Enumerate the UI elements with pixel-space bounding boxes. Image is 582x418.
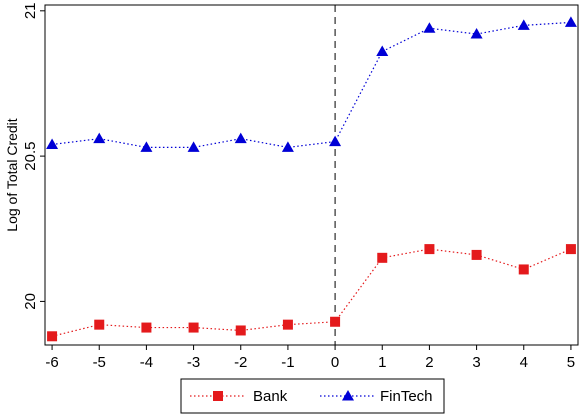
y-tick-label: 20 (22, 293, 39, 310)
data-point-fintech (140, 141, 153, 152)
data-point-fintech (187, 141, 200, 152)
data-point-fintech (517, 19, 530, 30)
series-layer (46, 16, 577, 342)
series-fintech (46, 16, 577, 152)
x-tick-label: -2 (234, 354, 247, 371)
data-point-fintech (93, 132, 106, 144)
data-point-fintech (423, 22, 436, 33)
x-tick-label: -6 (45, 354, 58, 371)
x-tick-label: -3 (187, 354, 200, 371)
legend-marker-bank (213, 391, 223, 401)
data-point-bank (94, 319, 105, 330)
data-point-bank (377, 252, 388, 263)
x-tick-label: 2 (425, 354, 433, 371)
legend-items: Bank FinTech (190, 388, 433, 405)
y-tick-label: 20.5 (22, 142, 39, 171)
data-point-fintech (234, 132, 247, 144)
legend-item-bank: Bank (190, 388, 288, 405)
data-point-bank (518, 264, 529, 275)
x-tick-label: -1 (281, 354, 294, 371)
data-point-fintech (564, 16, 577, 27)
legend: Bank FinTech (180, 378, 445, 414)
data-point-bank (141, 322, 152, 333)
data-point-fintech (376, 45, 389, 56)
data-point-fintech (46, 138, 59, 149)
legend-marker-fintech (342, 390, 354, 401)
y-axis: 20 20.5 21 (22, 2, 45, 310)
legend-label-bank: Bank (253, 388, 288, 405)
data-point-fintech (281, 141, 294, 152)
x-tick-label: 5 (567, 354, 575, 371)
series-bank (47, 244, 576, 342)
legend-label-fintech: FinTech (380, 388, 433, 405)
x-tick-label: -4 (140, 354, 153, 371)
data-point-bank (565, 244, 576, 255)
y-axis-label: Log of Total Credit (4, 118, 20, 231)
series-line-fintech (52, 21, 571, 148)
y-tick-label: 21 (22, 2, 39, 19)
x-tick-label: 1 (378, 354, 386, 371)
data-point-bank (47, 331, 58, 342)
data-point-fintech (470, 28, 483, 39)
series-line-bank (51, 248, 572, 337)
legend-box (180, 378, 445, 414)
x-tick-label: 3 (472, 354, 480, 371)
x-tick-label: -5 (93, 354, 106, 371)
x-tick-label: 0 (331, 354, 339, 371)
data-point-bank (471, 249, 482, 260)
data-point-bank (188, 322, 199, 333)
plot-frame (44, 4, 579, 346)
data-point-bank (424, 244, 435, 255)
data-point-bank (235, 325, 246, 336)
data-point-bank (330, 316, 341, 327)
legend-item-fintech: FinTech (320, 388, 433, 405)
x-tick-label: 4 (520, 354, 528, 371)
data-point-fintech (329, 135, 342, 147)
data-point-bank (282, 319, 293, 330)
x-axis: -6 -5 -4 -3 -2 -1 0 1 2 3 4 5 (45, 345, 575, 371)
